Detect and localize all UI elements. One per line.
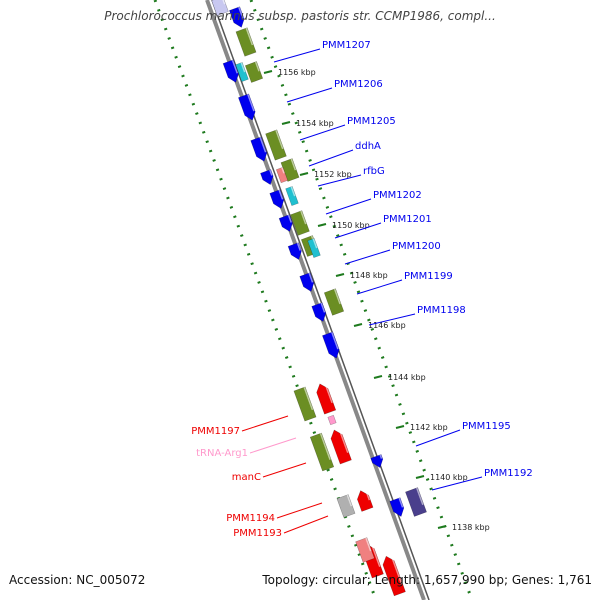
forward-gene-feature[interactable] [322, 331, 341, 360]
genome-summary-text: Topology: circular; Length: 1,657,990 bp… [262, 573, 592, 587]
gene-label-PMM1193[interactable]: PMM1193 [233, 528, 282, 539]
gene-label-PMM1198[interactable]: PMM1198 [417, 305, 466, 316]
forward-gene-feature[interactable] [370, 454, 385, 469]
forward-gene-feature[interactable] [222, 59, 241, 84]
forward-gene-feature[interactable] [311, 302, 328, 324]
gene-label-leader [368, 313, 416, 326]
transposase-feature[interactable] [405, 487, 427, 517]
forward-gene-feature[interactable] [287, 242, 304, 262]
accession-text: Accession: NC_005072 [9, 573, 146, 587]
gene-label-leader [356, 279, 403, 295]
annotation-feature[interactable] [309, 432, 335, 472]
forward-gene-feature[interactable] [260, 169, 275, 187]
scale-tick-mark [281, 121, 291, 125]
scale-tick-label: 1154 kbp [296, 119, 334, 128]
scale-tick-mark [317, 223, 327, 227]
scale-tick-label: 1144 kbp [388, 373, 426, 382]
scale-tick-label: 1156 kbp [278, 68, 316, 77]
gene-label-PMM1197[interactable]: PMM1197 [191, 426, 240, 437]
gene-label-PMM1206[interactable]: PMM1206 [334, 79, 383, 90]
scale-tick-label: 1146 kbp [368, 321, 406, 330]
scale-tick-mark [415, 475, 425, 479]
gene-label-leader [344, 249, 391, 265]
annotation-feature[interactable] [265, 129, 287, 161]
forward-gene-feature[interactable] [269, 189, 286, 211]
annotation-feature[interactable] [290, 210, 310, 236]
scale-tick-label: 1148 kbp [350, 271, 388, 280]
gene-label-PMM1194[interactable]: PMM1194 [226, 513, 275, 524]
gene-label-leader [273, 48, 321, 63]
hypothetical-feature[interactable] [275, 166, 289, 184]
rna-feature[interactable] [235, 62, 249, 82]
gene-label-leader [249, 437, 297, 454]
gene-label-leader [334, 222, 382, 239]
gene-label-PMM1199[interactable]: PMM1199 [404, 271, 453, 282]
hypothetical-feature[interactable] [355, 537, 375, 563]
gene-label-tRNA-Arg1[interactable]: tRNA-Arg1 [196, 448, 248, 459]
annotation-feature[interactable] [280, 158, 300, 182]
map-title: Prochlorococcus marinus subsp. pastoris … [104, 9, 496, 23]
gene-label-PMM1200[interactable]: PMM1200 [392, 241, 441, 252]
trna-feature[interactable] [327, 414, 337, 426]
forward-gene-feature[interactable] [278, 214, 295, 234]
scale-tick-mark [263, 70, 273, 74]
rna-feature[interactable] [285, 186, 299, 206]
partial-feature[interactable] [211, 0, 229, 16]
scale-tick-mark [353, 323, 363, 327]
reverse-gene-feature[interactable] [314, 381, 337, 415]
gene-label-manC[interactable]: manC [232, 472, 261, 483]
gene-label-leader [317, 174, 362, 187]
gene-label-leader [325, 198, 372, 215]
gene-label-PMM1202[interactable]: PMM1202 [373, 190, 422, 201]
gene-label-rfbG[interactable]: rfbG [363, 166, 385, 177]
rna-feature[interactable] [307, 238, 321, 258]
scale-tick-label: 1152 kbp [314, 170, 352, 179]
gene-label-PMM1201[interactable]: PMM1201 [383, 214, 432, 225]
gene-label-leader [262, 462, 307, 478]
annotation-feature[interactable] [244, 61, 264, 83]
gene-label-PMM1195[interactable]: PMM1195 [462, 421, 511, 432]
gene-label-leader [276, 502, 323, 519]
scale-tick-label: 1150 kbp [332, 221, 370, 230]
gene-label-leader [415, 429, 461, 447]
scale-tick-mark [335, 273, 345, 277]
annotation-feature[interactable] [235, 27, 257, 57]
gene-label-ddhA[interactable]: ddhA [355, 141, 381, 152]
gene-label-leader [299, 124, 346, 141]
scale-tick-mark [395, 425, 405, 429]
gene-label-leader [431, 476, 483, 491]
scale-tick-label: 1138 kbp [452, 523, 490, 532]
forward-gene-feature[interactable] [250, 136, 270, 163]
forward-gene-feature[interactable] [389, 497, 406, 519]
reverse-gene-feature[interactable] [355, 488, 374, 512]
forward-gene-feature[interactable] [299, 272, 316, 294]
annotation-feature[interactable] [293, 386, 317, 422]
gene-label-PMM1207[interactable]: PMM1207 [322, 40, 371, 51]
scale-tick-label: 1140 kbp [430, 473, 468, 482]
gene-label-leader [308, 149, 354, 167]
pseudogene-feature[interactable] [336, 494, 356, 518]
scale-tick-label: 1142 kbp [410, 423, 448, 432]
scale-tick-mark [299, 172, 309, 176]
genome-backbone [205, 0, 426, 600]
annotation-feature[interactable] [323, 288, 345, 316]
scale-tick-mark [373, 375, 383, 379]
forward-gene-feature[interactable] [238, 93, 257, 122]
forward-gene-feature[interactable] [229, 6, 246, 30]
gene-label-leader [283, 515, 329, 534]
reverse-gene-feature[interactable] [329, 428, 352, 465]
scale-tick-mark [437, 525, 447, 529]
gene-label-PMM1205[interactable]: PMM1205 [347, 116, 396, 127]
gene-label-PMM1192[interactable]: PMM1192 [484, 468, 533, 479]
gene-label-leader [241, 415, 289, 432]
gene-label-leader [286, 87, 333, 103]
reverse-gene-feature[interactable] [381, 554, 406, 597]
